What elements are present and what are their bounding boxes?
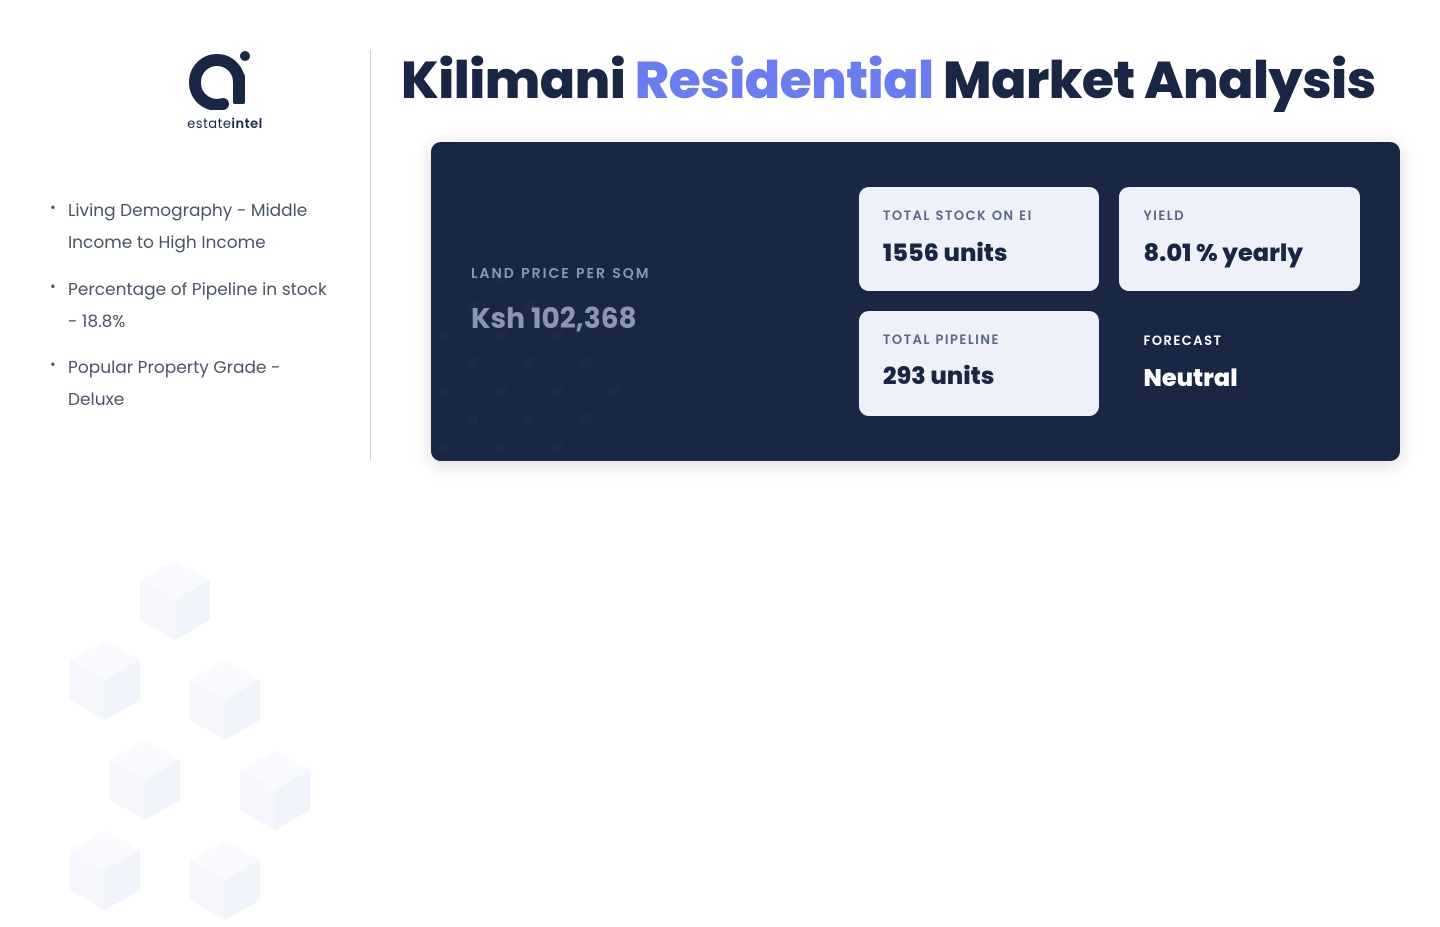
pipeline-value: 293 units (883, 359, 1076, 394)
yield-value: 8.01 % yearly (1143, 236, 1336, 271)
logo-text-part1: estate (187, 114, 231, 133)
logo-text-part2: intel (231, 114, 262, 133)
logo-text: estateintel (187, 114, 263, 134)
total-stock-label: TOTAL STOCK ON EI (883, 207, 1076, 225)
stats-right-grid: TOTAL STOCK ON EI 1556 units YIELD 8.01 … (859, 187, 1360, 415)
logo: estateintel (110, 50, 340, 134)
land-price-value: Ksh 102,368 (471, 298, 829, 340)
total-stock-card: TOTAL STOCK ON EI 1556 units (859, 187, 1100, 290)
stats-left-column: LAND PRICE PER SQM Ksh 102,368 (471, 187, 829, 415)
title-part1: Kilimani (401, 44, 635, 117)
land-price-label: LAND PRICE PER SQM (471, 263, 829, 284)
stats-panel: LAND PRICE PER SQM Ksh 102,368 TOTAL STO… (431, 142, 1400, 460)
bullet-item: Percentage of Pipeline in stock - 18.8% (50, 273, 340, 338)
page-container: estateintel Living Demography - Middle I… (0, 0, 1440, 511)
title-highlight: Residential (635, 44, 934, 117)
logo-mark: estateintel (110, 50, 340, 134)
bullet-item: Popular Property Grade - Deluxe (50, 351, 340, 416)
forecast-label: FORECAST (1143, 331, 1336, 351)
sidebar: estateintel Living Demography - Middle I… (40, 50, 340, 461)
total-stock-value: 1556 units (883, 236, 1076, 271)
yield-card: YIELD 8.01 % yearly (1119, 187, 1360, 290)
main-content: Kilimani Residential Market Analysis LAN… (370, 50, 1400, 461)
forecast-value: Neutral (1143, 361, 1336, 396)
forecast-card: FORECAST Neutral (1119, 311, 1360, 416)
pipeline-label: TOTAL PIPELINE (883, 331, 1076, 349)
logo-icon (185, 50, 265, 110)
title-part2: Market Analysis (934, 44, 1376, 117)
page-title: Kilimani Residential Market Analysis (401, 50, 1400, 112)
bullet-item: Living Demography - Middle Income to Hig… (50, 194, 340, 259)
sidebar-bullet-list: Living Demography - Middle Income to Hig… (40, 194, 340, 416)
yield-label: YIELD (1143, 207, 1336, 225)
pipeline-card: TOTAL PIPELINE 293 units (859, 311, 1100, 416)
